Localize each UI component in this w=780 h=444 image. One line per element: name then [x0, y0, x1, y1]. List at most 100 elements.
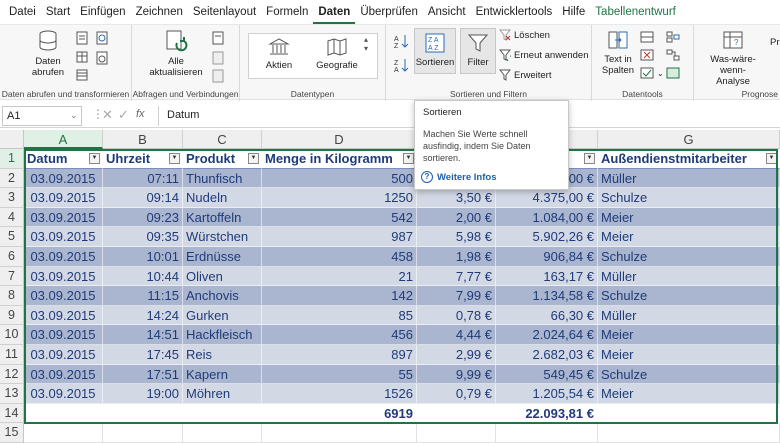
table-cell[interactable]: 2,99 €	[417, 345, 496, 365]
remove-duplicates-icon[interactable]	[640, 49, 654, 61]
empty-cell[interactable]	[417, 423, 496, 443]
filter-dropdown-icon[interactable]: ▼	[403, 153, 414, 164]
from-web-icon[interactable]	[96, 31, 108, 45]
tab-formeln[interactable]: Formeln	[266, 6, 309, 18]
table-cell[interactable]: 14:51	[103, 325, 183, 345]
empty-cell[interactable]	[262, 423, 417, 443]
queries-icon[interactable]	[212, 31, 224, 45]
table-cell[interactable]: 0,79 €	[417, 384, 496, 404]
relationships-icon[interactable]	[666, 49, 680, 61]
table-cell[interactable]: 0,78 €	[417, 305, 496, 326]
gallery-scroll-icon[interactable]: ▴ ▾	[364, 35, 369, 53]
table-cell[interactable]: 2,00 €	[417, 207, 496, 228]
row-header[interactable]: 14	[0, 403, 24, 424]
table-cell[interactable]: 5.902,26 €	[496, 227, 598, 247]
row-header[interactable]: 13	[0, 384, 24, 404]
filter-dropdown-icon[interactable]: ▼	[89, 153, 100, 164]
table-cell[interactable]: Meier	[598, 325, 780, 345]
table-cell[interactable]: 03.09.2015	[24, 325, 103, 345]
tab-tabellenentwurf[interactable]: Tabellenentwurf	[595, 6, 676, 18]
tab-start[interactable]: Start	[45, 6, 71, 18]
row-header[interactable]: 12	[0, 364, 24, 385]
row-header[interactable]: 4	[0, 207, 24, 228]
table-cell[interactable]: 03.09.2015	[24, 364, 103, 385]
filter-dropdown-icon[interactable]: ▼	[584, 153, 595, 164]
table-cell[interactable]: 07:11	[103, 168, 183, 189]
table-cell[interactable]: 03.09.2015	[24, 345, 103, 365]
reapply-button[interactable]: Erneut anwenden	[499, 49, 588, 61]
row-header[interactable]: 3	[0, 188, 24, 208]
tab-datei[interactable]: Datei	[9, 6, 36, 18]
table-cell[interactable]: 03.09.2015	[24, 188, 103, 208]
filter-dropdown-icon[interactable]: ▼	[766, 153, 777, 164]
table-cell[interactable]: 456	[262, 325, 417, 345]
table-cell[interactable]: Schulze	[598, 188, 780, 208]
table-cell[interactable]: 9,99 €	[417, 364, 496, 385]
table-cell[interactable]: 7,99 €	[417, 286, 496, 306]
table-cell[interactable]: 03.09.2015	[24, 266, 103, 287]
table-cell[interactable]: 3,50 €	[417, 188, 496, 208]
table-cell[interactable]: 03.09.2015	[24, 168, 103, 189]
table-cell[interactable]: 10:01	[103, 247, 183, 267]
data-model-icon[interactable]	[666, 67, 680, 79]
table-cell[interactable]: 549,45 €	[496, 364, 598, 385]
table-cell[interactable]: 987	[262, 227, 417, 247]
table-cell[interactable]: 1.205,54 €	[496, 384, 598, 404]
tab-daten[interactable]: Daten	[313, 0, 356, 24]
table-cell[interactable]	[183, 403, 262, 424]
table-cell[interactable]: 14:24	[103, 305, 183, 326]
table-cell[interactable]: 142	[262, 286, 417, 306]
geography-button[interactable]: Geografie	[310, 37, 364, 71]
consolidate-icon[interactable]	[666, 31, 680, 43]
what-if-button[interactable]: ? Was-wäre-wenn- Analyse	[698, 29, 768, 87]
table-cell[interactable]: Kartoffeln	[183, 207, 262, 228]
table-header-cell[interactable]: Uhrzeit ▼	[103, 149, 183, 169]
table-cell[interactable]: 163,17 €	[496, 266, 598, 287]
table-cell[interactable]: 03.09.2015	[24, 207, 103, 228]
table-cell[interactable]: 1526	[262, 384, 417, 404]
empty-cell[interactable]	[24, 423, 103, 443]
row-header[interactable]: 11	[0, 345, 24, 365]
table-cell[interactable]: Meier	[598, 345, 780, 365]
table-cell[interactable]: Oliven	[183, 266, 262, 287]
table-cell[interactable]: 03.09.2015	[24, 227, 103, 247]
table-cell[interactable]	[417, 403, 496, 424]
row-header[interactable]: 2	[0, 168, 24, 189]
table-cell[interactable]: 09:35	[103, 227, 183, 247]
namebox-dropdown-icon[interactable]: ⌄	[70, 110, 78, 120]
table-header-cell[interactable]: Produkt ▼	[183, 149, 262, 169]
advanced-filter-button[interactable]: Erweitert	[499, 69, 551, 81]
column-header-g[interactable]: G	[598, 130, 780, 149]
total-cell[interactable]: 22.093,81 €	[496, 403, 598, 424]
table-cell[interactable]: 500	[262, 168, 417, 189]
table-cell[interactable]: Schulze	[598, 286, 780, 306]
table-cell[interactable]: Meier	[598, 207, 780, 228]
filter-button[interactable]: Filter	[460, 28, 496, 74]
properties-icon[interactable]	[212, 51, 224, 65]
clear-filter-button[interactable]: Löschen	[499, 29, 550, 41]
table-cell[interactable]	[24, 403, 103, 424]
row-header[interactable]: 15	[0, 423, 24, 443]
table-cell[interactable]: 17:51	[103, 364, 183, 385]
enter-icon[interactable]: ✓	[118, 107, 129, 122]
get-data-button[interactable]: Daten abrufen	[22, 29, 74, 78]
tooltip-more-info-link[interactable]: ? Weitere Infos	[421, 171, 496, 183]
name-box[interactable]: A1	[2, 106, 82, 126]
refresh-all-button[interactable]: Alle aktualisieren	[142, 29, 210, 78]
table-cell[interactable]: Meier	[598, 384, 780, 404]
tab-einfuegen[interactable]: Einfügen	[80, 6, 126, 18]
column-header-a[interactable]: A	[24, 130, 103, 149]
table-cell[interactable]: 2.024,64 €	[496, 325, 598, 345]
table-cell[interactable]: 5,98 €	[417, 227, 496, 247]
table-cell[interactable]: 1.084,00 €	[496, 207, 598, 228]
table-header-cell[interactable]: Außendienstmitarbeiter ▼	[598, 149, 780, 169]
table-header-cell[interactable]: Menge in Kilogramm ▼	[262, 149, 417, 169]
table-cell[interactable]: Kapern	[183, 364, 262, 385]
table-cell[interactable]: 2.682,03 €	[496, 345, 598, 365]
empty-cell[interactable]	[598, 423, 780, 443]
recent-sources-icon[interactable]	[96, 51, 108, 65]
function-icon[interactable]: fx	[136, 108, 145, 120]
text-to-columns-button[interactable]: Text in Spalten	[598, 29, 638, 76]
